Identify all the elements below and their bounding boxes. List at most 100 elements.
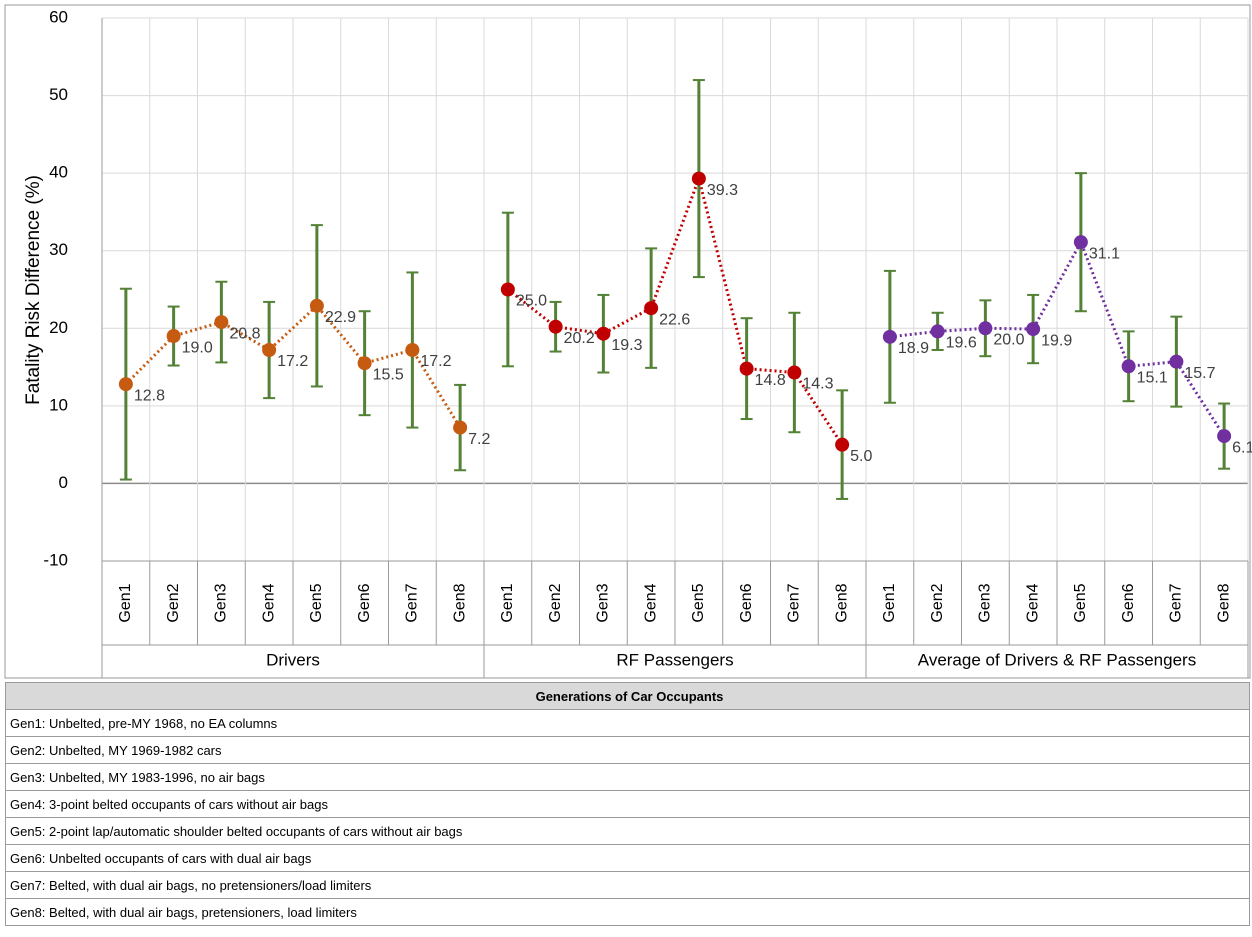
data-point — [1217, 429, 1232, 444]
table-row: Gen6: Unbelted occupants of cars with du… — [5, 844, 1250, 872]
x-tick-label: Gen4 — [642, 583, 659, 622]
x-tick-label: Gen1 — [499, 583, 516, 622]
x-tick-label: Gen3 — [213, 583, 230, 622]
data-label: 18.9 — [898, 340, 929, 357]
data-label: 19.9 — [1041, 332, 1072, 349]
x-tick-label: Gen5 — [308, 583, 325, 622]
x-tick-label: Gen4 — [1024, 583, 1041, 622]
data-point — [930, 324, 945, 339]
x-tick-label: Gen1 — [881, 583, 898, 622]
data-label: 19.3 — [611, 337, 642, 354]
x-tick-label: Gen2 — [547, 583, 564, 622]
data-point — [978, 321, 993, 336]
data-label: 17.2 — [277, 353, 308, 370]
y-tick-label: 10 — [49, 395, 68, 414]
data-point — [691, 171, 706, 186]
y-tick-label: 30 — [49, 240, 68, 259]
data-label: 22.6 — [659, 311, 690, 328]
x-tick-label: Gen5 — [1072, 583, 1089, 622]
y-tick-label: -10 — [43, 550, 68, 569]
data-label: 20.2 — [564, 330, 595, 347]
data-label: 15.1 — [1137, 370, 1168, 387]
table-row: Gen3: Unbelted, MY 1983-1996, no air bag… — [5, 763, 1250, 791]
x-tick-label: Gen7 — [404, 583, 421, 622]
data-label: 15.7 — [1184, 365, 1215, 382]
data-point — [739, 361, 754, 376]
data-label: 14.3 — [802, 376, 833, 393]
table-title: Generations of Car Occupants — [5, 682, 1250, 710]
table-row: Gen2: Unbelted, MY 1969-1982 cars — [5, 736, 1250, 764]
y-tick-label: 60 — [49, 7, 68, 26]
data-label: 7.2 — [468, 431, 490, 448]
x-tick-label: Gen3 — [977, 583, 994, 622]
data-point — [882, 329, 897, 344]
x-tick-label: Gen1 — [117, 583, 134, 622]
series-line — [506, 173, 844, 446]
data-label: 17.2 — [420, 353, 451, 370]
data-label: 20.0 — [993, 332, 1024, 349]
group-label: RF Passengers — [616, 650, 733, 669]
data-point — [1121, 359, 1136, 374]
x-tick-label: Gen6 — [738, 583, 755, 622]
data-point — [644, 301, 659, 316]
x-tick-label: Gen3 — [595, 583, 612, 622]
data-label: 39.3 — [707, 182, 738, 199]
series-line — [124, 303, 462, 429]
group-label: Average of Drivers & RF Passengers — [918, 650, 1196, 669]
x-tick-label: Gen5 — [690, 583, 707, 622]
y-tick-label: 50 — [49, 85, 68, 104]
data-point — [1026, 322, 1041, 337]
x-tick-label: Gen7 — [786, 583, 803, 622]
data-point — [453, 420, 468, 435]
data-label: 6.1 — [1232, 439, 1252, 456]
data-point — [262, 343, 277, 358]
table-row: Gen7: Belted, with dual air bags, no pre… — [5, 871, 1250, 899]
x-tick-label: Gen8 — [833, 583, 850, 622]
y-tick-label: 20 — [49, 318, 68, 337]
legend-table: Generations of Car Occupants Gen1: Unbel… — [5, 682, 1250, 926]
table-row: Gen4: 3-point belted occupants of cars w… — [5, 790, 1250, 818]
x-tick-label: Gen8 — [1215, 583, 1232, 622]
x-tick-label: Gen4 — [260, 583, 277, 622]
data-point — [787, 365, 802, 380]
table-row: Gen5: 2-point lap/automatic shoulder bel… — [5, 817, 1250, 845]
data-point — [118, 377, 133, 392]
table-row: Gen8: Belted, with dual air bags, preten… — [5, 898, 1250, 926]
data-label: 5.0 — [850, 448, 872, 465]
data-point — [500, 282, 515, 297]
data-label: 25.0 — [516, 293, 547, 310]
data-point — [596, 326, 611, 341]
x-tick-label: Gen8 — [451, 583, 468, 622]
chart-border — [4, 4, 1251, 679]
y-tick-label: 0 — [59, 473, 68, 492]
data-point — [214, 315, 229, 330]
x-tick-label: Gen2 — [165, 583, 182, 622]
data-point — [835, 437, 850, 452]
data-label: 19.6 — [946, 335, 977, 352]
data-label: 22.9 — [325, 309, 356, 326]
data-point — [1169, 354, 1184, 369]
data-label: 20.8 — [229, 325, 260, 342]
data-point — [166, 329, 181, 344]
x-tick-label: Gen6 — [1120, 583, 1137, 622]
data-label: 12.8 — [134, 387, 165, 404]
data-point — [309, 298, 324, 313]
data-point — [405, 343, 420, 358]
group-label: Drivers — [266, 650, 320, 669]
data-label: 19.0 — [182, 339, 213, 356]
x-tick-label: Gen7 — [1168, 583, 1185, 622]
data-point — [1073, 235, 1088, 250]
x-tick-label: Gen6 — [356, 583, 373, 622]
data-label: 31.1 — [1089, 245, 1120, 262]
series-line — [889, 238, 1226, 437]
y-tick-label: 40 — [49, 163, 68, 182]
x-tick-label: Gen2 — [929, 583, 946, 622]
data-label: 14.8 — [755, 372, 786, 389]
data-point — [548, 319, 563, 334]
table-row: Gen1: Unbelted, pre-MY 1968, no EA colum… — [5, 709, 1250, 737]
y-axis-label: Fatality Risk Difference (%) — [23, 175, 44, 405]
chart: Fatality Risk Difference (%) -10 0 10 20 30 4… — [4, 4, 1252, 679]
data-point — [357, 356, 372, 371]
data-label: 15.5 — [373, 366, 404, 383]
